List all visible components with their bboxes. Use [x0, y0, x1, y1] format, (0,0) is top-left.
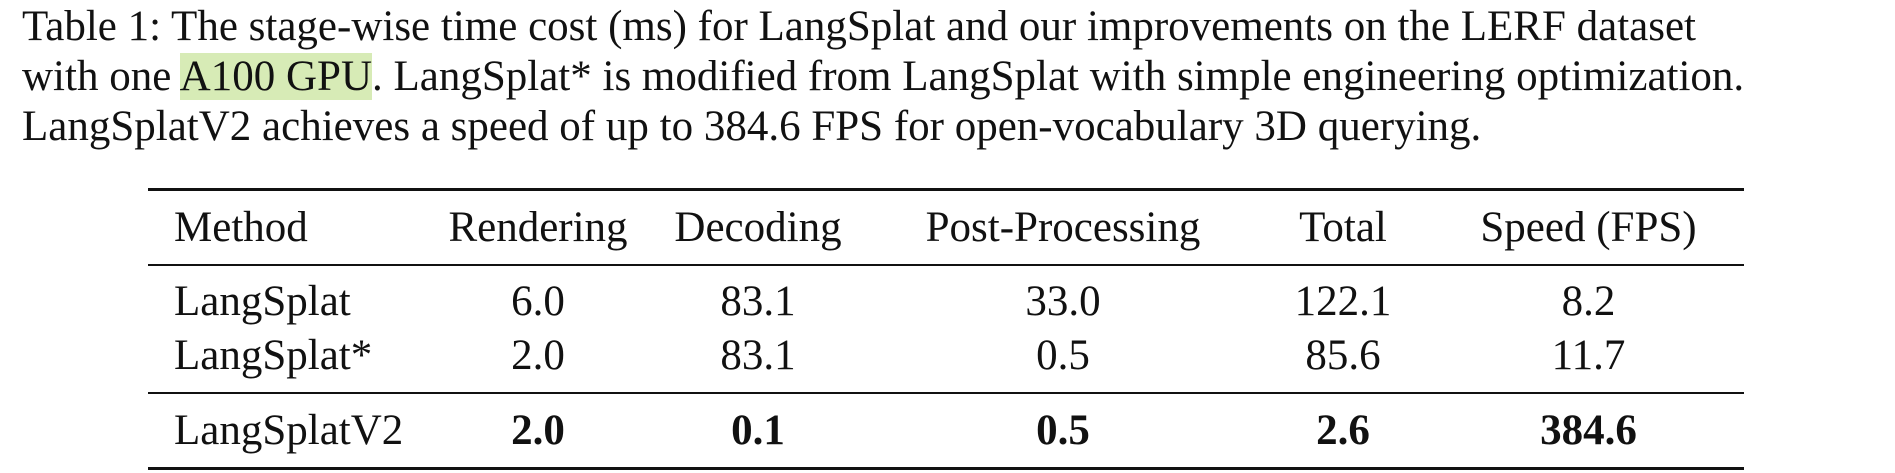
caption-line-2-start: with one [22, 53, 180, 100]
cell-rendering: 2.0 [511, 331, 565, 379]
cell-post-processing: 33.0 [1025, 277, 1101, 325]
timing-table: Method Rendering Decoding Post-Processin… [148, 188, 1744, 470]
cell-total: 122.1 [1294, 277, 1392, 325]
table-row: LangSplat* 2.0 83.1 0.5 85.6 11.7 [148, 328, 1744, 393]
table-header-row: Method Rendering Decoding Post-Processin… [148, 189, 1744, 265]
table-caption: Table 1: The stage-wise time cost (ms) f… [22, 2, 1888, 152]
header-rendering: Rendering [448, 204, 628, 251]
caption-line-3: LangSplatV2 achieves a speed of up to 38… [22, 103, 1482, 150]
cell-method: LangSplat* [174, 331, 373, 379]
highlighted-text: A100 GPU [179, 53, 372, 100]
cell-decoding: 0.1 [731, 407, 785, 454]
table-row: LangSplatV2 2.0 0.1 0.5 2.6 384.6 [148, 393, 1744, 469]
header-total: Total [1299, 204, 1387, 251]
caption-line-1: Table 1: The stage-wise time cost (ms) f… [22, 3, 1696, 50]
cell-total: 85.6 [1305, 331, 1381, 379]
table-row: LangSplat 6.0 83.1 33.0 122.1 8.2 [148, 265, 1744, 328]
cell-speed: 384.6 [1540, 407, 1637, 454]
cell-rendering: 6.0 [511, 277, 565, 325]
cell-speed: 8.2 [1561, 277, 1616, 325]
header-post-processing: Post-Processing [925, 204, 1201, 251]
header-method: Method [174, 204, 308, 251]
cell-post-processing: 0.5 [1036, 331, 1090, 379]
cell-decoding: 83.1 [720, 277, 796, 325]
cell-decoding: 83.1 [720, 331, 796, 379]
caption-line-2-end: . LangSplat* is modified from LangSplat … [372, 53, 1745, 100]
cell-method: LangSplatV2 [174, 407, 404, 454]
header-speed: Speed (FPS) [1480, 204, 1697, 251]
cell-total: 2.6 [1316, 407, 1370, 454]
cell-speed: 11.7 [1551, 331, 1626, 379]
caption-line-2: with one A100 GPU. LangSplat* is modifie… [22, 52, 1888, 102]
cell-rendering: 2.0 [511, 407, 565, 454]
cell-post-processing: 0.5 [1036, 407, 1090, 454]
cell-method: LangSplat [174, 277, 351, 325]
header-decoding: Decoding [674, 204, 842, 251]
